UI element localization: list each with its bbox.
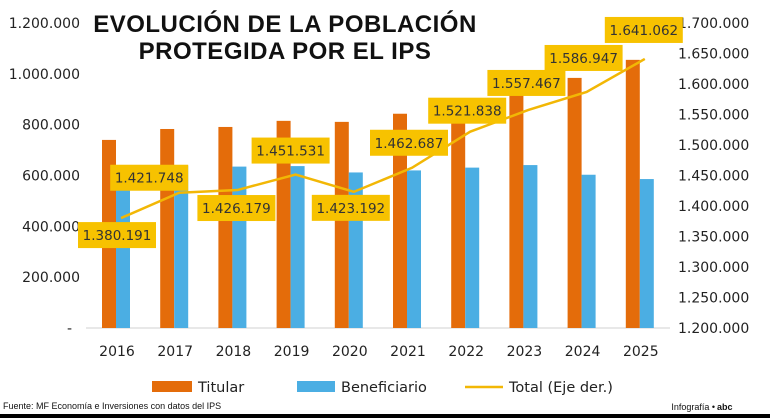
- x-axis-tick-label: 2020: [332, 344, 368, 360]
- x-axis-tick-label: 2016: [99, 344, 135, 360]
- legend-swatch-beneficiario: [297, 381, 335, 392]
- data-label-2018: 1.426.179: [202, 201, 271, 217]
- legend-label-beneficiario: Beneficiario: [341, 380, 427, 396]
- data-label-box-2024: [544, 44, 623, 71]
- bar-beneficiario-2019: [290, 166, 305, 328]
- x-axis-tick-label: 2019: [274, 344, 310, 360]
- bar-titular-2025: [625, 59, 640, 329]
- left-axis-tick-label: -: [67, 321, 72, 337]
- bar-beneficiario-2025: [639, 179, 654, 328]
- bar-titular-2017: [160, 128, 175, 328]
- bar-beneficiario-2021: [407, 170, 421, 328]
- bar-titular-2024: [567, 77, 582, 329]
- right-axis-tick-label: 1.250.000: [678, 291, 749, 307]
- abc-logo: abc: [717, 402, 733, 412]
- legend-label-total: Total (Eje der.): [508, 380, 613, 396]
- bar-beneficiario-2023: [523, 165, 538, 328]
- legend-swatch-titular: [152, 381, 192, 392]
- right-axis-tick-label: 1.400.000: [678, 199, 749, 215]
- bar-titular-2023: [509, 95, 524, 328]
- bar-titular-2020: [334, 121, 349, 328]
- data-label-2021: 1.462.687: [375, 136, 444, 152]
- right-axis-tick-label: 1.350.000: [678, 230, 749, 246]
- x-axis-tick-label: 2023: [507, 344, 543, 360]
- x-axis-tick-label: 2018: [216, 344, 252, 360]
- chart-title-line: EVOLUCIÓN DE LA POBLACIÓN: [93, 10, 477, 38]
- right-axis-tick-label: 1.550.000: [678, 108, 749, 124]
- x-axis-tick-label: 2025: [623, 344, 659, 360]
- left-axis-tick-label: 400.000: [22, 219, 80, 235]
- x-axis-tick-label: 2022: [448, 344, 484, 360]
- data-label-2023: 1.557.467: [492, 76, 561, 92]
- bar-beneficiario-2022: [465, 167, 480, 328]
- left-axis-tick-label: 1.200.000: [9, 16, 80, 32]
- bar-titular-2021: [393, 113, 407, 328]
- right-axis-tick-label: 1.650.000: [678, 47, 749, 63]
- bar-titular-2019: [276, 120, 291, 329]
- bottom-bar: [0, 414, 770, 418]
- line-total: [120, 57, 646, 220]
- bar-beneficiario-2024: [581, 174, 596, 328]
- data-label-2020: 1.423.192: [316, 201, 385, 217]
- x-axis-tick-label: 2021: [390, 344, 426, 360]
- data-label-2024: 1.586.947: [549, 51, 618, 67]
- data-label-2022: 1.521.838: [433, 104, 502, 120]
- right-axis-tick-label: 1.450.000: [678, 169, 749, 185]
- x-axis-tick-label: 2017: [157, 344, 193, 360]
- right-axis-tick-label: 1.500.000: [678, 138, 749, 154]
- data-label-box-2021: [370, 129, 448, 156]
- data-label-box-2022: [428, 97, 507, 124]
- data-label-box-2023: [487, 69, 566, 96]
- bar-beneficiario-2017: [174, 165, 189, 328]
- chart-title-line: PROTEGIDA POR EL IPS: [139, 38, 432, 65]
- bar-titular-2018: [218, 126, 233, 329]
- data-label-box-2017: [110, 164, 189, 191]
- data-label-box-2025: [604, 16, 683, 43]
- credit-text: Infografía •: [671, 402, 715, 412]
- left-axis-tick-label: 600.000: [22, 169, 80, 185]
- right-axis-tick-label: 1.300.000: [678, 260, 749, 276]
- data-label-2025: 1.641.062: [609, 23, 678, 39]
- left-axis-tick-label: 200.000: [22, 270, 80, 286]
- bar-titular-2022: [451, 101, 466, 328]
- data-label-box-2020: [311, 194, 390, 221]
- right-axis-tick-label: 1.200.000: [678, 321, 749, 337]
- x-axis-tick-label: 2024: [565, 344, 601, 360]
- data-label-2016: 1.380.191: [83, 228, 152, 244]
- data-label-box-2018: [197, 195, 276, 222]
- right-axis-tick-label: 1.700.000: [678, 16, 749, 32]
- source-note: Fuente: MF Economía e Inversiones con da…: [3, 401, 221, 411]
- right-axis-tick-label: 1.600.000: [678, 77, 749, 93]
- legend-label-titular: Titular: [197, 380, 244, 396]
- left-axis-tick-label: 800.000: [22, 118, 80, 134]
- data-label-box-2019: [251, 137, 330, 164]
- data-label-2019: 1.451.531: [256, 144, 325, 160]
- data-label-2017: 1.421.748: [115, 171, 184, 187]
- data-label-box-2016: [78, 222, 156, 249]
- left-axis-tick-label: 1.000.000: [9, 67, 80, 83]
